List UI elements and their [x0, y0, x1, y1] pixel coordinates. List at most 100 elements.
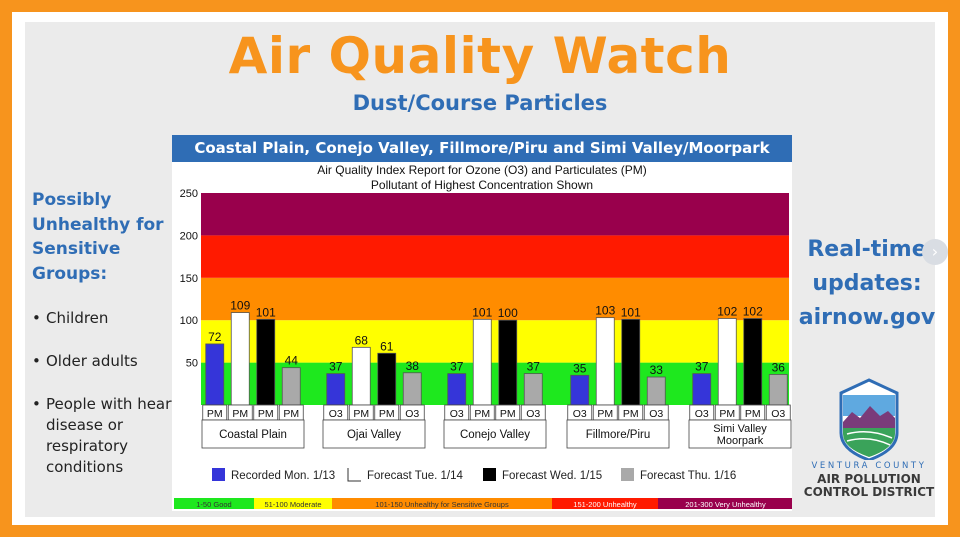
- bar: [498, 319, 518, 406]
- category-label: Simi Valley: [713, 423, 767, 435]
- bar: [768, 374, 788, 406]
- data-label: 44: [285, 354, 299, 368]
- data-label: 38: [406, 359, 420, 373]
- bar: [570, 374, 590, 406]
- bar: [692, 373, 712, 406]
- category-box: [566, 419, 670, 449]
- bar: [230, 312, 250, 406]
- aqi-band: [201, 277, 789, 321]
- y-tick-label: 250: [180, 188, 198, 200]
- list-item: Children: [32, 308, 182, 329]
- aqi-scale-band: [174, 498, 254, 509]
- bar: [523, 373, 543, 406]
- data-label: 101: [256, 305, 276, 319]
- bar: [256, 318, 276, 406]
- aqi-scale-label: 151-200 Unhealthy: [573, 500, 637, 509]
- sensitive-groups-panel: Possibly Unhealthy for Sensitive Groups:…: [32, 188, 182, 500]
- logo-agency-line1: AIR POLLUTION: [817, 472, 921, 486]
- data-label: 101: [472, 305, 492, 319]
- data-label: 35: [573, 361, 587, 375]
- next-slide-button[interactable]: ›: [922, 239, 948, 265]
- data-label: 33: [650, 363, 664, 377]
- pollutant-label: O3: [695, 408, 709, 420]
- pollutant-label: PM: [353, 408, 369, 420]
- category-label: Conejo Valley: [460, 429, 530, 441]
- data-label: 68: [355, 333, 369, 347]
- sensitive-groups-list: Children Older adults People with heart …: [32, 308, 182, 478]
- aqi-scale-label: 51-100 Moderate: [264, 500, 321, 509]
- category-box: [443, 419, 547, 449]
- data-label: 37: [329, 360, 343, 374]
- bar: [621, 318, 641, 406]
- legend-label: Forecast Wed. 1/15: [502, 470, 602, 482]
- legend-swatch: [483, 468, 496, 481]
- y-tick-label: 100: [180, 315, 198, 327]
- data-label: 102: [743, 305, 763, 319]
- legend-swatch: [621, 468, 634, 481]
- y-tick-label: 50: [186, 358, 198, 370]
- pollutant-label: PM: [379, 408, 395, 420]
- list-item: People with heart disease or respiratory…: [32, 394, 182, 478]
- aqi-band: [201, 235, 789, 278]
- legend-label: Forecast Tue. 1/14: [367, 470, 463, 482]
- y-tick-label: 200: [180, 230, 198, 242]
- data-label: 37: [450, 360, 464, 374]
- page-title: Air Quality Watch: [228, 27, 732, 85]
- bar: [472, 318, 492, 406]
- list-item: Older adults: [32, 351, 182, 372]
- y-tick-label: 150: [180, 273, 198, 285]
- page-subtitle: Dust/Course Particles: [352, 91, 608, 115]
- aqi-scale-label: 101-150 Unhealthy for Sensitive Groups: [375, 500, 509, 509]
- data-label: 101: [621, 305, 641, 319]
- data-label: 37: [695, 360, 709, 374]
- data-label: 109: [230, 299, 250, 313]
- data-label: 37: [527, 360, 541, 374]
- category-label: Coastal Plain: [219, 429, 287, 441]
- airnow-link[interactable]: airnow.gov: [798, 305, 936, 330]
- pollutant-label: PM: [500, 408, 516, 420]
- aqi-scale-band: [552, 498, 658, 509]
- category-box: [688, 419, 792, 449]
- category-box: [322, 419, 426, 449]
- data-label: 100: [498, 306, 518, 320]
- legend-swatch: [212, 468, 225, 481]
- aqi-scale-band: [332, 498, 552, 509]
- data-label: 61: [380, 339, 394, 353]
- bar: [646, 376, 666, 406]
- pollutant-label: PM: [232, 408, 248, 420]
- chart-title: Air Quality Index Report for Ozone (O3) …: [317, 163, 647, 177]
- bar: [377, 352, 397, 406]
- chevron-right-icon: ›: [931, 242, 939, 261]
- chart-header: Coastal Plain, Conejo Valley, Fillmore/P…: [172, 135, 792, 162]
- pollutant-label: PM: [474, 408, 490, 420]
- vcapcd-logo: VENTURA COUNTY AIR POLLUTION CONTROL DIS…: [800, 378, 938, 503]
- data-label: 102: [717, 305, 737, 319]
- pollutant-label: PM: [283, 408, 299, 420]
- legend-label: Recorded Mon. 1/13: [231, 470, 335, 482]
- bar: [595, 317, 615, 406]
- pollutant-label: O3: [649, 408, 663, 420]
- logo-mark: [839, 378, 899, 460]
- pollutant-label: O3: [405, 408, 419, 420]
- bar: [447, 373, 467, 406]
- aqi-scale-label: 201-300 Very Unhealthy: [685, 500, 766, 509]
- aqi-scale-band: [658, 498, 792, 509]
- data-label: 72: [208, 330, 222, 344]
- pollutant-label: O3: [526, 408, 540, 420]
- logo-agency-line2: CONTROL DISTRICT: [803, 485, 935, 499]
- pollutant-label: O3: [329, 408, 343, 420]
- bar: [743, 318, 763, 406]
- category-label: Moorpark: [717, 435, 764, 447]
- bar: [326, 373, 346, 406]
- pollutant-label: O3: [573, 408, 587, 420]
- aqi-band: [201, 320, 789, 363]
- aqi-scale-label: 1-50 Good: [196, 500, 231, 509]
- bar: [205, 343, 225, 406]
- category-box: [201, 419, 305, 449]
- legend-swatch: [347, 468, 361, 482]
- sensitive-groups-heading: Possibly Unhealthy for Sensitive Groups:: [32, 190, 164, 284]
- data-label: 36: [772, 360, 786, 374]
- chart-svg: 50 100 150 200 250 72 PM 109 PM 101 PM 44 PM Coastal …: [174, 188, 792, 509]
- bar: [402, 372, 422, 406]
- realtime-updates-text: Real-time updates: airnow.gov: [792, 233, 942, 335]
